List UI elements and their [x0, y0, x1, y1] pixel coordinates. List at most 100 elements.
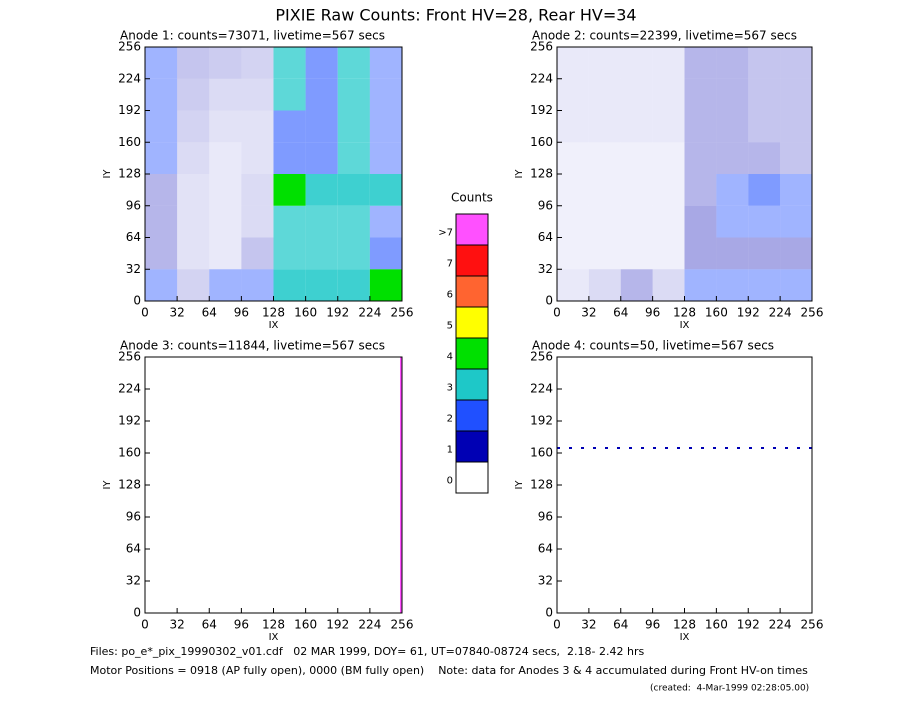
- heat-cell: [337, 237, 370, 270]
- heat-cell: [274, 485, 306, 517]
- heat-cell: [684, 47, 717, 79]
- heat-cell: [338, 517, 370, 549]
- heat-cell: [780, 237, 812, 270]
- heat-cell: [684, 269, 717, 301]
- heat-cell: [684, 110, 717, 143]
- heat-cell: [305, 237, 338, 270]
- heat-cell: [716, 357, 748, 389]
- heat-cell: [748, 453, 780, 485]
- x-tick-label: 0: [553, 618, 561, 632]
- heat-cell: [273, 47, 306, 79]
- heat-cell: [241, 174, 274, 206]
- x-tick-label: 224: [769, 618, 792, 632]
- y-tick-label: 64: [538, 230, 553, 244]
- heat-cell: [748, 581, 780, 613]
- heat-cell: [274, 421, 306, 453]
- heat-cell: [653, 581, 685, 613]
- heat-cell: [780, 357, 812, 389]
- y-tick-label: 64: [126, 542, 141, 556]
- heat-cell: [274, 517, 306, 549]
- heat-cell: [306, 549, 338, 581]
- heat-cell: [209, 453, 241, 485]
- heat-cell: [557, 205, 589, 238]
- heat-cell: [305, 110, 338, 143]
- heat-cell: [588, 269, 621, 301]
- heat-cell: [716, 205, 749, 238]
- heat-cell: [652, 142, 685, 174]
- heat-cell: [209, 237, 242, 270]
- footer-created: (created: 4-Mar-1999 02:28:05.00): [650, 684, 809, 694]
- heat-cell: [780, 142, 812, 174]
- heat-cell: [557, 78, 589, 111]
- heat-cell: [338, 581, 370, 613]
- heat-cell: [241, 581, 273, 613]
- heat-cell: [305, 142, 338, 174]
- heat-cell: [337, 47, 370, 79]
- heat-cell: [589, 357, 621, 389]
- heat-cell: [588, 174, 621, 206]
- x-tick-label: 192: [737, 306, 760, 320]
- y-tick-label: 256: [118, 350, 141, 364]
- heat-cell: [241, 357, 273, 389]
- heat-cell: [716, 389, 748, 421]
- heat-cell: [241, 485, 273, 517]
- heat-cell: [652, 269, 685, 301]
- colorbar-label: 3: [447, 383, 453, 394]
- x-tick-label: 256: [801, 306, 824, 320]
- panel-title: Anode 2: counts=22399, livetime=567 secs: [532, 29, 797, 43]
- x-tick-label: 64: [202, 618, 217, 632]
- x-tick-label: 32: [169, 306, 184, 320]
- colorbar-label: 4: [447, 352, 453, 363]
- heat-cell: [780, 174, 812, 206]
- y-tick-label: 256: [530, 40, 553, 54]
- y-tick-label: 32: [538, 262, 553, 276]
- heat-cell: [557, 581, 589, 613]
- heat-cell: [273, 205, 306, 238]
- x-tick-label: 256: [391, 306, 414, 320]
- y-tick-label: 192: [118, 103, 141, 117]
- heat-cell: [685, 581, 717, 613]
- heat-cell: [685, 389, 717, 421]
- x-tick-label: 64: [202, 306, 217, 320]
- heat-cell: [177, 47, 210, 79]
- heat-cell: [145, 269, 178, 301]
- heat-cell: [145, 453, 177, 485]
- heat-cell: [589, 581, 621, 613]
- heat-cell: [780, 269, 812, 301]
- x-axis-label: IX: [680, 632, 690, 643]
- heat-cell: [780, 421, 812, 453]
- heat-cell: [716, 174, 749, 206]
- heat-cell: [370, 421, 402, 453]
- heat-cell: [241, 142, 274, 174]
- heat-cell: [305, 174, 338, 206]
- heat-cell: [620, 174, 653, 206]
- heat-cell: [621, 357, 653, 389]
- y-tick-label: 32: [126, 574, 141, 588]
- heat-cell: [557, 142, 589, 174]
- heat-cell: [305, 269, 338, 301]
- heat-cell: [369, 174, 402, 206]
- heat-cell: [716, 581, 748, 613]
- y-tick-label: 224: [530, 382, 553, 396]
- colorbar-label: 5: [447, 321, 453, 332]
- heat-cell: [145, 517, 177, 549]
- heat-cell: [177, 142, 210, 174]
- heat-cell: [369, 47, 402, 79]
- heat-cell: [652, 110, 685, 143]
- x-tick-label: 192: [326, 306, 349, 320]
- heat-cell: [685, 549, 717, 581]
- heat-cell: [589, 485, 621, 517]
- heat-cell: [620, 110, 653, 143]
- heat-cell: [748, 174, 781, 206]
- heat-cell: [145, 389, 177, 421]
- heat-cell: [369, 205, 402, 238]
- y-tick-label: 192: [530, 414, 553, 428]
- y-tick-label: 0: [545, 294, 553, 308]
- heat-cell: [209, 110, 242, 143]
- heat-cell: [589, 389, 621, 421]
- heat-cell: [273, 269, 306, 301]
- heat-cell: [145, 549, 177, 581]
- y-axis-label: IY: [102, 169, 113, 179]
- heat-cell: [716, 453, 748, 485]
